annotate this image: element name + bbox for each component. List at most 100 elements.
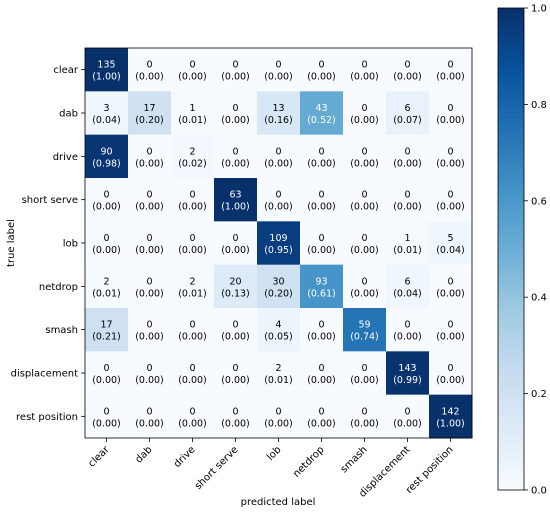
heatmap-cell [128,308,172,352]
cell-normalized: (0.04) [92,115,121,126]
colorbar-gradient [497,7,525,491]
cell-normalized: (0.74) [350,332,379,343]
heatmap-cell [343,91,387,136]
y-tick-label: short serve [22,195,78,206]
cell-count: 1 [189,103,195,114]
cell-normalized: (0.00) [350,245,379,256]
cell-normalized: (0.00) [135,202,164,213]
cell-count: 0 [275,190,281,201]
cell-normalized: (0.20) [135,115,164,126]
cell-count: 109 [269,233,287,244]
cell-count: 0 [189,363,195,374]
heatmap-cell [171,178,215,222]
cell-count: 0 [361,233,367,244]
cell-normalized: (0.00) [307,158,336,169]
y-tick-label: lob [63,239,78,250]
heatmap-cell [257,134,301,179]
cell-normalized: (0.00) [393,202,422,213]
heatmap-cell [300,264,344,309]
heatmap-cell [429,134,473,179]
cell-normalized: (0.00) [350,375,379,386]
heatmap-cell [343,351,387,396]
cell-count: 0 [404,60,410,71]
cell-count: 0 [275,60,281,71]
heatmap-cell [128,221,172,266]
heatmap-cell [386,264,430,309]
cell-count: 0 [146,190,152,201]
heatmap-cell [386,134,430,179]
cell-normalized: (0.01) [393,245,422,256]
cell-normalized: (0.01) [178,115,207,126]
cell-normalized: (0.00) [92,418,121,429]
heatmap-cell [257,264,301,309]
cell-count: 143 [398,363,416,374]
heatmap-cell [128,351,172,396]
heatmap-cell [343,221,387,266]
heatmap-cells [85,48,473,439]
cell-count: 0 [361,60,367,71]
cell-count: 0 [146,276,152,287]
cell-normalized: (0.00) [178,332,207,343]
cell-normalized: (0.99) [393,375,422,386]
heatmap-cell [429,48,473,92]
cell-count: 0 [361,276,367,287]
heatmap-cell [343,394,387,439]
cell-normalized: (0.04) [436,245,465,256]
cell-normalized: (0.00) [436,332,465,343]
x-tick-label: netdrop [291,444,326,479]
heatmap-cell [171,48,215,92]
heatmap-cell [300,134,344,179]
heatmap-cell [257,91,301,136]
cell-count: 0 [103,190,109,201]
heatmap-cell [343,264,387,309]
cell-normalized: (0.00) [178,418,207,429]
y-tick-label: rest position [16,412,78,423]
cell-count: 135 [97,60,115,71]
heatmap-cell [386,351,430,396]
cell-normalized: (0.00) [221,115,250,126]
heatmap-cell [257,48,301,92]
cell-count: 0 [189,406,195,417]
heatmap-cell [214,178,258,222]
cell-count: 2 [275,363,281,374]
cell-count: 0 [447,190,453,201]
cell-count: 59 [358,320,370,331]
cell-normalized: (0.00) [436,288,465,299]
cell-count: 20 [229,276,241,287]
cell-count: 0 [232,363,238,374]
y-tick-label: smash [45,325,78,336]
cell-count: 5 [447,233,453,244]
cell-normalized: (0.01) [178,288,207,299]
cell-count: 93 [315,276,327,287]
heatmap-cell [85,351,129,396]
cell-count: 0 [447,363,453,374]
cell-normalized: (0.00) [135,72,164,83]
cell-count: 0 [189,320,195,331]
heatmap-cell [429,221,473,266]
cell-normalized: (0.00) [350,158,379,169]
cell-count: 0 [447,146,453,157]
heatmap-cell [171,91,215,136]
cell-normalized: (0.13) [221,288,250,299]
heatmap-cell [343,178,387,222]
cell-count: 13 [272,103,284,114]
cell-count: 0 [318,233,324,244]
cell-count: 0 [232,233,238,244]
heatmap-cell [300,351,344,396]
y-tick-label: dab [59,109,78,120]
cell-count: 0 [146,363,152,374]
cell-normalized: (0.00) [393,418,422,429]
cell-normalized: (0.00) [264,202,293,213]
heatmap-cell [171,394,215,439]
cell-normalized: (0.04) [393,288,422,299]
cell-count: 0 [318,146,324,157]
x-tick-label: drive [172,444,198,470]
heatmap-cell [386,308,430,352]
heatmap-cell [171,351,215,396]
cell-count: 2 [189,276,195,287]
cell-count: 0 [447,60,453,71]
heatmap-cell [214,134,258,179]
cell-count: 0 [232,103,238,114]
cell-count: 0 [447,320,453,331]
cell-count: 0 [404,146,410,157]
